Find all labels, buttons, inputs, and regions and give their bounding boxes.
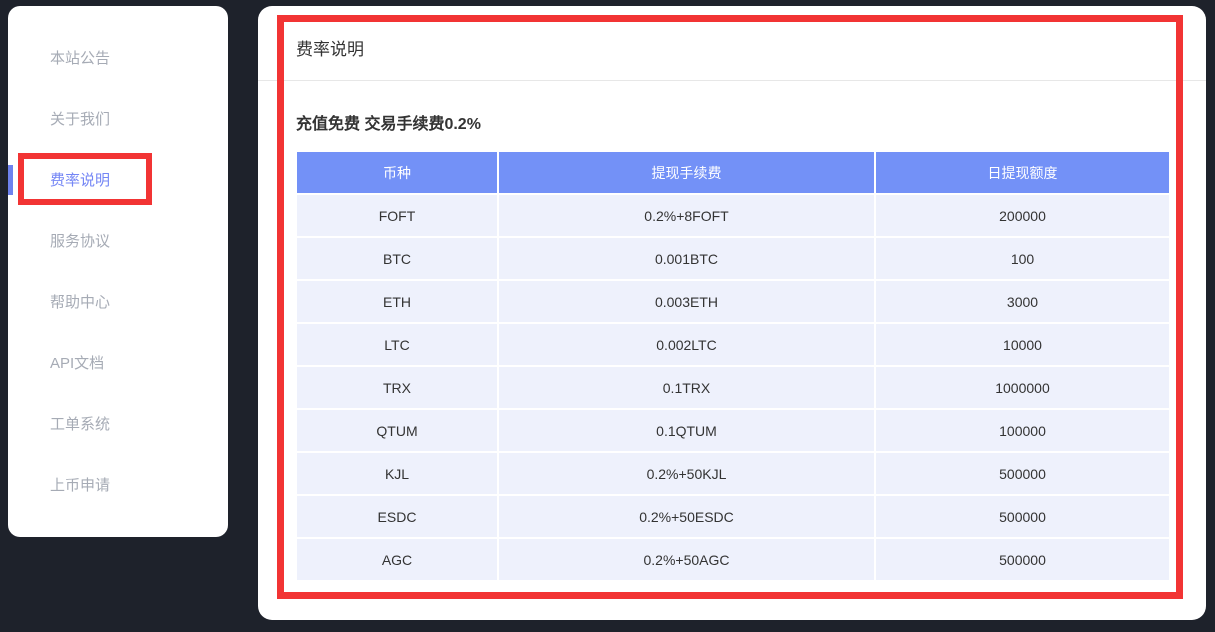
cell-withdraw-fee: 0.2%+8FOFT	[499, 195, 874, 236]
sidebar: 本站公告 关于我们 费率说明 服务协议 帮助中心 API文档 工单系统	[8, 6, 228, 537]
sidebar-item-label: 工单系统	[50, 416, 111, 433]
cell-daily-limit: 100000	[876, 410, 1169, 451]
sidebar-item-label: 上币申请	[50, 477, 111, 494]
cell-daily-limit: 10000	[876, 324, 1169, 365]
sidebar-item[interactable]: 服务协议	[8, 210, 228, 271]
table-row: FOFT 0.2%+8FOFT 200000	[297, 195, 1169, 236]
table-row: LTC 0.002LTC 10000	[297, 324, 1169, 365]
content-card: 费率说明 充值免费 交易手续费0.2% 币种 提现手续费 日提现额度 FOFT …	[258, 6, 1206, 620]
cell-currency: FOFT	[297, 195, 497, 236]
table-row: QTUM 0.1QTUM 100000	[297, 410, 1169, 451]
sidebar-item-label: 本站公告	[50, 50, 111, 67]
cell-daily-limit: 3000	[876, 281, 1169, 322]
active-indicator-bar	[8, 165, 13, 195]
cell-currency: LTC	[297, 324, 497, 365]
sidebar-item-label: 帮助中心	[50, 294, 111, 311]
cell-daily-limit: 100	[876, 238, 1169, 279]
fee-table: 币种 提现手续费 日提现额度 FOFT 0.2%+8FOFT 200000 BT…	[297, 152, 1169, 582]
table-row: BTC 0.001BTC 100	[297, 238, 1169, 279]
sidebar-item[interactable]: 关于我们	[8, 88, 228, 149]
sidebar-item[interactable]: 工单系统	[8, 393, 228, 454]
table-header-cell: 日提现额度	[876, 152, 1169, 193]
cell-withdraw-fee: 0.2%+50ESDC	[499, 496, 874, 537]
cell-withdraw-fee: 0.002LTC	[499, 324, 874, 365]
cell-currency: QTUM	[297, 410, 497, 451]
table-header-label: 日提现额度	[987, 164, 1058, 181]
cell-withdraw-fee: 0.001BTC	[499, 238, 874, 279]
table-header-cell: 币种	[297, 152, 497, 193]
cell-daily-limit: 500000	[876, 496, 1169, 537]
cell-daily-limit: 1000000	[876, 367, 1169, 408]
sidebar-item-label: 费率说明	[50, 172, 111, 189]
sidebar-item[interactable]: 帮助中心	[8, 271, 228, 332]
table-header-label: 提现手续费	[651, 164, 722, 181]
fee-note: 充值免费 交易手续费0.2%	[296, 116, 481, 133]
table-row: TRX 0.1TRX 1000000	[297, 367, 1169, 408]
cell-currency: BTC	[297, 238, 497, 279]
sidebar-item[interactable]: 上币申请	[8, 454, 228, 515]
cell-withdraw-fee: 0.2%+50KJL	[499, 453, 874, 494]
table-header-label: 币种	[383, 164, 411, 181]
sidebar-item-label: API文档	[50, 355, 105, 372]
cell-currency: KJL	[297, 453, 497, 494]
cell-daily-limit: 500000	[876, 539, 1169, 580]
table-header-row: 币种 提现手续费 日提现额度	[297, 152, 1169, 193]
sidebar-item-label: 关于我们	[50, 111, 111, 128]
table-body: FOFT 0.2%+8FOFT 200000 BTC 0.001BTC 100 …	[297, 195, 1169, 580]
cell-currency: ETH	[297, 281, 497, 322]
cell-withdraw-fee: 0.1TRX	[499, 367, 874, 408]
cell-withdraw-fee: 0.1QTUM	[499, 410, 874, 451]
sidebar-item[interactable]: 本站公告	[8, 27, 228, 88]
sidebar-item[interactable]: API文档	[8, 332, 228, 393]
sidebar-item[interactable]: 费率说明	[8, 149, 228, 210]
table-row: ETH 0.003ETH 3000	[297, 281, 1169, 322]
sidebar-menu: 本站公告 关于我们 费率说明 服务协议 帮助中心 API文档 工单系统	[8, 27, 228, 515]
cell-currency: ESDC	[297, 496, 497, 537]
cell-withdraw-fee: 0.003ETH	[499, 281, 874, 322]
cell-withdraw-fee: 0.2%+50AGC	[499, 539, 874, 580]
cell-currency: AGC	[297, 539, 497, 580]
cell-currency: TRX	[297, 367, 497, 408]
table-row: KJL 0.2%+50KJL 500000	[297, 453, 1169, 494]
table-header-cell: 提现手续费	[499, 152, 874, 193]
cell-daily-limit: 500000	[876, 453, 1169, 494]
table-row: ESDC 0.2%+50ESDC 500000	[297, 496, 1169, 537]
divider	[258, 80, 1206, 81]
cell-daily-limit: 200000	[876, 195, 1169, 236]
page-title: 费率说明	[296, 40, 364, 59]
table-row: AGC 0.2%+50AGC 500000	[297, 539, 1169, 580]
sidebar-item-label: 服务协议	[50, 233, 111, 250]
